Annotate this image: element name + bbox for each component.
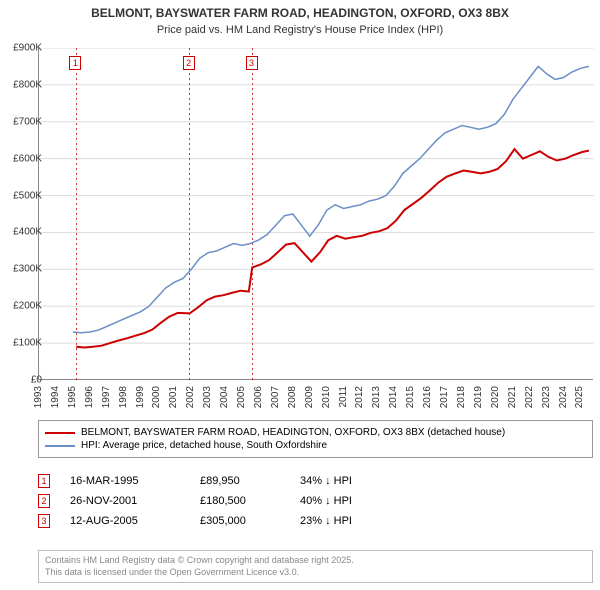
x-tick-label: 1993 <box>33 386 44 408</box>
sale-row-date: 12-AUG-2005 <box>70 515 200 527</box>
series-line-hpi <box>73 66 589 332</box>
x-tick-label: 2011 <box>338 386 349 408</box>
x-tick-label: 2019 <box>473 386 484 408</box>
x-tick-label: 2015 <box>405 386 416 408</box>
sale-row-price: £180,500 <box>200 495 300 507</box>
x-tick-label: 2006 <box>253 386 264 408</box>
x-tick-label: 2003 <box>202 386 213 408</box>
x-tick-label: 2008 <box>287 386 298 408</box>
x-tick-label: 2017 <box>439 386 450 408</box>
sale-row-price: £89,950 <box>200 475 300 487</box>
y-tick-label: £0 <box>31 375 42 386</box>
y-tick-label: £200K <box>13 301 42 312</box>
y-tick-label: £400K <box>13 227 42 238</box>
sale-row-pct: 34% ↓ HPI <box>300 475 593 487</box>
x-tick-label: 1995 <box>67 386 78 408</box>
chart-svg <box>39 48 594 380</box>
sale-row-date: 16-MAR-1995 <box>70 475 200 487</box>
y-tick-label: £900K <box>13 43 42 54</box>
y-tick-label: £700K <box>13 116 42 127</box>
y-tick-label: £300K <box>13 264 42 275</box>
x-tick-label: 2012 <box>354 386 365 408</box>
x-tick-label: 2005 <box>236 386 247 408</box>
legend: BELMONT, BAYSWATER FARM ROAD, HEADINGTON… <box>38 420 593 458</box>
x-tick-label: 1999 <box>135 386 146 408</box>
chart-subtitle: Price paid vs. HM Land Registry's House … <box>0 24 600 40</box>
x-tick-label: 2025 <box>574 386 585 408</box>
sale-row-marker: 3 <box>38 514 50 528</box>
sale-row: 2 26-NOV-2001£180,50040% ↓ HPI <box>38 494 593 508</box>
y-tick-label: £600K <box>13 153 42 164</box>
attribution-line2: This data is licensed under the Open Gov… <box>45 567 586 579</box>
x-tick-label: 2021 <box>507 386 518 408</box>
x-tick-label: 1997 <box>101 386 112 408</box>
sale-row-marker: 1 <box>38 474 50 488</box>
attribution: Contains HM Land Registry data © Crown c… <box>38 550 593 583</box>
sale-row-price: £305,000 <box>200 515 300 527</box>
x-tick-label: 2000 <box>151 386 162 408</box>
x-tick-label: 2002 <box>185 386 196 408</box>
sale-marker-3: 3 <box>246 56 258 70</box>
x-tick-label: 2010 <box>321 386 332 408</box>
sale-row-date: 26-NOV-2001 <box>70 495 200 507</box>
legend-swatch-hpi <box>45 445 75 447</box>
x-tick-label: 2013 <box>371 386 382 408</box>
x-tick-label: 2024 <box>558 386 569 408</box>
sale-row-marker: 2 <box>38 494 50 508</box>
sale-row: 1 16-MAR-1995£89,95034% ↓ HPI <box>38 474 593 488</box>
legend-row-hpi: HPI: Average price, detached house, Sout… <box>45 440 586 451</box>
x-tick-label: 2004 <box>219 386 230 408</box>
x-tick-label: 2016 <box>422 386 433 408</box>
x-tick-label: 1996 <box>84 386 95 408</box>
legend-row-property: BELMONT, BAYSWATER FARM ROAD, HEADINGTON… <box>45 427 586 438</box>
chart-title: BELMONT, BAYSWATER FARM ROAD, HEADINGTON… <box>0 0 600 24</box>
sale-row-pct: 40% ↓ HPI <box>300 495 593 507</box>
x-tick-label: 2023 <box>541 386 552 408</box>
legend-swatch-property <box>45 432 75 434</box>
sale-row-pct: 23% ↓ HPI <box>300 515 593 527</box>
x-tick-label: 2018 <box>456 386 467 408</box>
y-tick-label: £100K <box>13 338 42 349</box>
sale-row: 3 12-AUG-2005£305,00023% ↓ HPI <box>38 514 593 528</box>
chart-plot-area <box>38 48 593 380</box>
x-tick-label: 2014 <box>388 386 399 408</box>
series-line-property <box>76 149 589 347</box>
x-tick-label: 2020 <box>490 386 501 408</box>
x-tick-label: 2007 <box>270 386 281 408</box>
y-tick-label: £800K <box>13 79 42 90</box>
y-tick-label: £500K <box>13 190 42 201</box>
x-tick-label: 2009 <box>304 386 315 408</box>
x-tick-label: 1994 <box>50 386 61 408</box>
sales-list: 1 16-MAR-1995£89,95034% ↓ HPI 2 26-NOV-2001… <box>38 468 593 534</box>
legend-label-property: BELMONT, BAYSWATER FARM ROAD, HEADINGTON… <box>81 427 505 438</box>
x-tick-label: 2022 <box>524 386 535 408</box>
sale-marker-1: 1 <box>69 56 81 70</box>
attribution-line1: Contains HM Land Registry data © Crown c… <box>45 555 586 567</box>
x-tick-label: 1998 <box>118 386 129 408</box>
x-tick-label: 2001 <box>168 386 179 408</box>
sale-marker-2: 2 <box>183 56 195 70</box>
legend-label-hpi: HPI: Average price, detached house, Sout… <box>81 440 327 451</box>
